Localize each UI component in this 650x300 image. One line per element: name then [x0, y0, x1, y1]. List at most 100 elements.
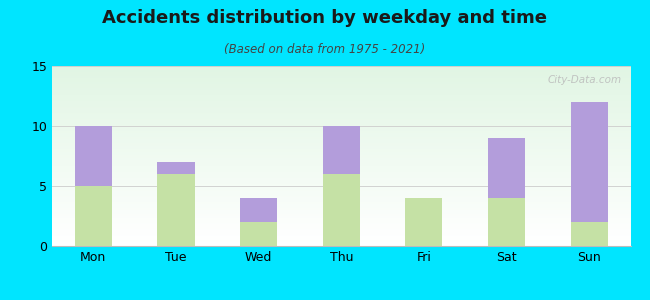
Bar — [52, 238, 630, 239]
Bar — [52, 215, 630, 216]
Bar — [52, 83, 630, 84]
Bar — [52, 143, 630, 144]
Bar — [52, 128, 630, 130]
Bar — [52, 197, 630, 198]
Bar — [52, 233, 630, 234]
Bar — [52, 235, 630, 236]
Bar — [52, 115, 630, 116]
Bar — [52, 198, 630, 199]
Bar — [52, 156, 630, 157]
Bar — [52, 205, 630, 206]
Bar — [52, 130, 630, 131]
Bar — [52, 212, 630, 214]
Bar — [52, 114, 630, 115]
Bar — [52, 162, 630, 163]
Bar — [157, 174, 194, 246]
Bar — [52, 67, 630, 68]
Bar — [52, 136, 630, 137]
Bar — [52, 161, 630, 162]
Bar — [571, 102, 608, 222]
Bar — [52, 160, 630, 161]
Bar — [52, 88, 630, 89]
Bar — [52, 239, 630, 240]
Bar — [52, 121, 630, 122]
Bar — [52, 222, 630, 223]
Bar — [52, 144, 630, 145]
Bar — [52, 216, 630, 217]
Bar — [52, 109, 630, 110]
Bar — [52, 184, 630, 185]
Bar — [52, 181, 630, 182]
Bar — [52, 230, 630, 232]
Bar — [52, 178, 630, 179]
Bar — [52, 113, 630, 114]
Bar — [52, 209, 630, 210]
Bar — [488, 138, 525, 198]
Bar — [52, 86, 630, 88]
Bar — [52, 138, 630, 139]
Bar — [52, 194, 630, 196]
Bar — [52, 172, 630, 173]
Bar — [52, 170, 630, 172]
Bar — [52, 163, 630, 164]
Bar — [52, 145, 630, 146]
Bar — [52, 180, 630, 181]
Bar — [52, 140, 630, 142]
Bar — [157, 162, 194, 174]
Bar — [52, 193, 630, 194]
Bar — [52, 176, 630, 178]
Bar — [52, 122, 630, 124]
Bar — [52, 79, 630, 80]
Bar — [52, 119, 630, 120]
Bar — [571, 222, 608, 246]
Bar — [52, 200, 630, 202]
Bar — [52, 142, 630, 143]
Bar — [52, 217, 630, 218]
Bar — [52, 229, 630, 230]
Bar — [52, 73, 630, 74]
Bar — [52, 116, 630, 118]
Bar — [52, 167, 630, 168]
Bar — [52, 173, 630, 174]
Bar — [52, 182, 630, 184]
Bar — [52, 66, 630, 67]
Bar — [52, 190, 630, 191]
Bar — [52, 157, 630, 158]
Bar — [52, 199, 630, 200]
Bar — [52, 84, 630, 85]
Bar — [52, 108, 630, 109]
Bar — [52, 154, 630, 155]
Bar — [52, 126, 630, 127]
Bar — [52, 236, 630, 238]
Bar — [52, 96, 630, 97]
Bar — [52, 149, 630, 150]
Bar — [52, 102, 630, 103]
Bar — [52, 234, 630, 235]
Bar — [52, 150, 630, 151]
Bar — [52, 118, 630, 119]
Bar — [52, 103, 630, 104]
Bar — [52, 232, 630, 233]
Bar — [488, 198, 525, 246]
Bar — [52, 221, 630, 222]
Bar — [52, 245, 630, 246]
Bar — [52, 90, 630, 91]
Bar — [322, 126, 360, 174]
Bar — [52, 94, 630, 95]
Text: (Based on data from 1975 - 2021): (Based on data from 1975 - 2021) — [224, 44, 426, 56]
Bar — [52, 196, 630, 197]
Bar — [52, 224, 630, 226]
Bar — [52, 134, 630, 136]
Bar — [52, 76, 630, 77]
Bar — [52, 89, 630, 90]
Bar — [52, 71, 630, 72]
Bar — [52, 133, 630, 134]
Bar — [52, 95, 630, 96]
Bar — [52, 112, 630, 113]
Bar — [406, 198, 443, 246]
Bar — [52, 174, 630, 175]
Bar — [52, 100, 630, 101]
Bar — [52, 204, 630, 205]
Bar — [240, 198, 277, 222]
Bar — [52, 164, 630, 166]
